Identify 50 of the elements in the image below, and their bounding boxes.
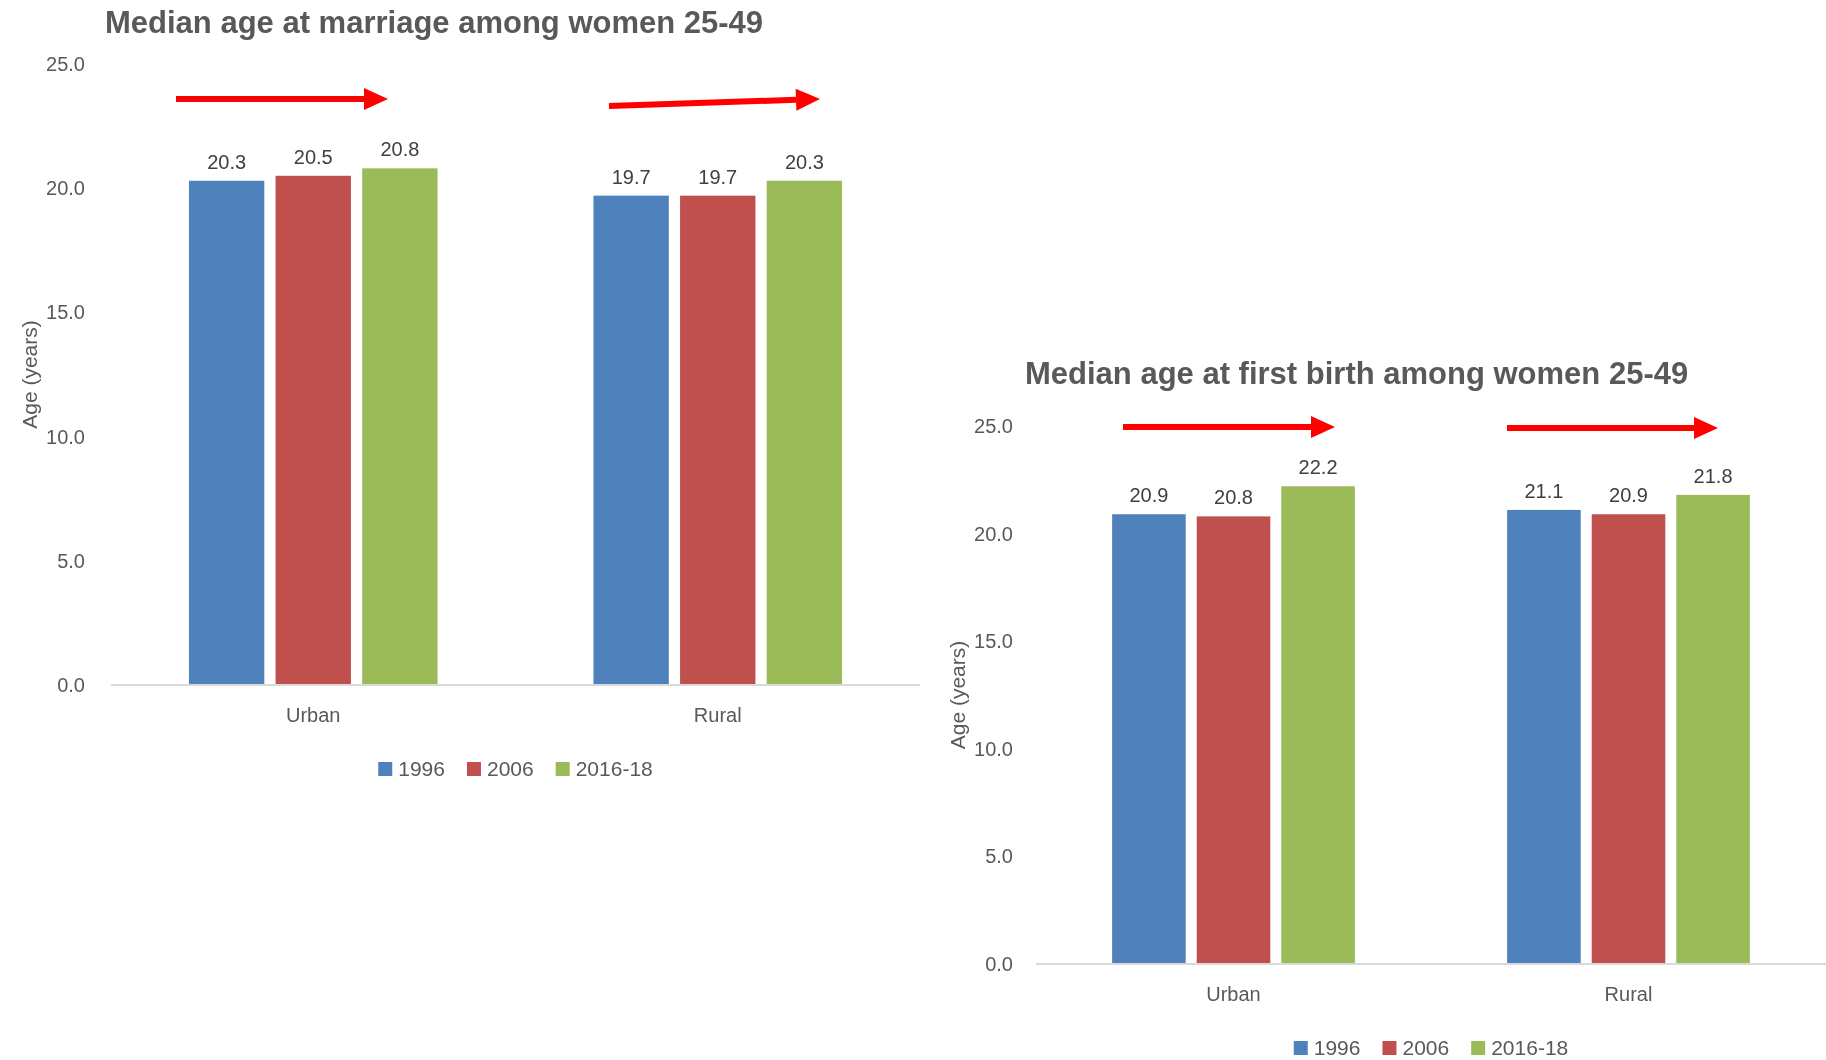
bar	[766, 180, 843, 685]
data-label: 20.3	[207, 150, 247, 173]
bar	[680, 195, 756, 685]
legend-label: 2016-18	[575, 757, 653, 781]
data-label: 21.1	[1524, 479, 1564, 502]
x-tick-label: Rural	[1604, 983, 1653, 1006]
x-tick-label: Rural	[693, 704, 742, 727]
legend-label: 1996	[1313, 1036, 1361, 1060]
x-tick-label: Urban	[1206, 983, 1261, 1006]
y-tick-label: 0.0	[57, 673, 85, 696]
bar	[1281, 486, 1355, 964]
data-label: 21.8	[1693, 464, 1733, 487]
y-tick-label: 20.0	[46, 177, 85, 200]
bar	[1507, 509, 1581, 964]
data-label: 19.7	[611, 165, 651, 188]
bar	[1112, 514, 1186, 964]
y-tick-label: 10.0	[46, 425, 85, 448]
y-tick-label: 0.0	[985, 952, 1013, 975]
chart-title: Median age at marriage among women 25-49	[105, 5, 764, 40]
data-label: 20.8	[1214, 486, 1253, 509]
y-axis-title: Age (years)	[18, 320, 42, 429]
y-tick-label: 15.0	[46, 301, 85, 324]
bar	[188, 180, 265, 685]
chart-title: Median age at first birth among women 25-49	[1025, 356, 1689, 391]
bar	[275, 175, 351, 685]
y-tick-label: 20.0	[974, 522, 1013, 545]
data-label: 20.3	[784, 150, 824, 173]
y-tick-label: 5.0	[985, 845, 1013, 868]
bar	[1676, 494, 1750, 964]
bar	[362, 168, 438, 685]
data-label: 22.2	[1298, 456, 1338, 479]
data-label: 20.9	[1609, 484, 1648, 507]
data-label: 20.5	[293, 145, 333, 168]
y-tick-label: 25.0	[46, 52, 85, 75]
legend-label: 2006	[1402, 1036, 1450, 1060]
y-tick-label: 25.0	[974, 414, 1013, 437]
legend-label: 1996	[398, 757, 445, 781]
data-label: 20.8	[380, 138, 420, 161]
x-tick-label: Urban	[286, 704, 341, 727]
y-tick-label: 5.0	[57, 549, 85, 572]
y-axis-title: Age (years)	[946, 640, 970, 750]
bar	[1196, 516, 1271, 964]
bar	[593, 195, 669, 685]
data-label: 19.7	[698, 165, 738, 188]
legend-label: 2016-18	[1491, 1036, 1569, 1060]
bar	[1591, 514, 1666, 964]
legend-label: 2006	[486, 757, 534, 781]
data-label: 20.9	[1129, 484, 1169, 507]
y-tick-label: 10.0	[974, 737, 1013, 760]
y-tick-label: 15.0	[974, 630, 1013, 653]
